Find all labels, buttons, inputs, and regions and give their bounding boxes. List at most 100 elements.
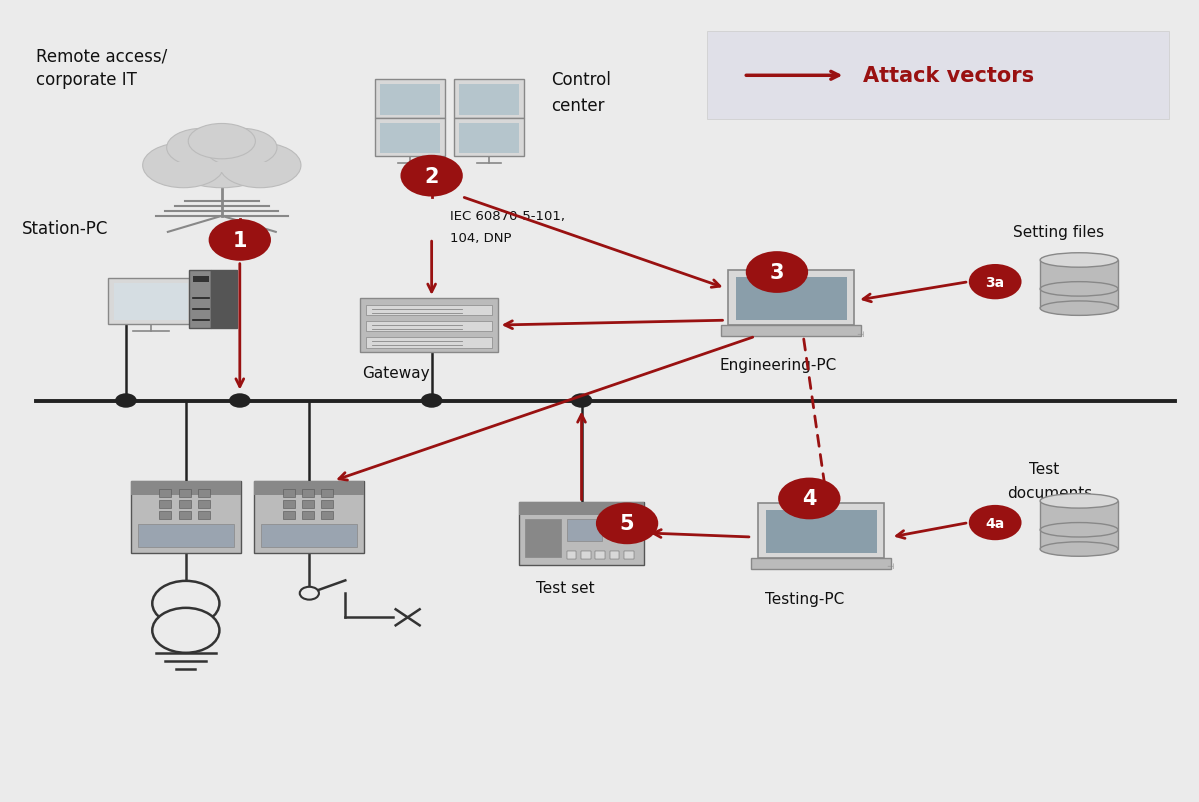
FancyBboxPatch shape — [360, 298, 498, 353]
FancyBboxPatch shape — [366, 322, 492, 332]
Text: Station-PC: Station-PC — [22, 220, 108, 237]
FancyBboxPatch shape — [321, 500, 333, 508]
FancyBboxPatch shape — [114, 284, 188, 321]
Circle shape — [778, 478, 840, 520]
Circle shape — [229, 394, 251, 408]
Circle shape — [746, 252, 808, 294]
FancyBboxPatch shape — [751, 558, 891, 569]
FancyBboxPatch shape — [159, 512, 171, 520]
FancyBboxPatch shape — [179, 500, 191, 508]
FancyBboxPatch shape — [302, 512, 314, 520]
Text: Testing-PC: Testing-PC — [765, 592, 844, 606]
Text: Control: Control — [552, 71, 611, 89]
Text: Remote access/: Remote access/ — [36, 47, 167, 65]
FancyBboxPatch shape — [375, 119, 445, 157]
FancyBboxPatch shape — [283, 489, 295, 497]
FancyBboxPatch shape — [459, 85, 519, 115]
FancyBboxPatch shape — [179, 512, 191, 520]
Text: Engineering-PC: Engineering-PC — [719, 358, 837, 372]
Ellipse shape — [143, 144, 224, 188]
Circle shape — [596, 503, 658, 545]
FancyBboxPatch shape — [721, 326, 861, 337]
Text: ⊣: ⊣ — [886, 561, 894, 571]
Circle shape — [209, 220, 271, 261]
FancyBboxPatch shape — [623, 551, 633, 559]
Text: 5: 5 — [620, 514, 634, 533]
FancyBboxPatch shape — [162, 163, 282, 172]
FancyBboxPatch shape — [518, 503, 644, 565]
FancyBboxPatch shape — [380, 85, 440, 115]
Circle shape — [571, 394, 592, 408]
FancyBboxPatch shape — [302, 500, 314, 508]
FancyBboxPatch shape — [198, 500, 210, 508]
Text: 3: 3 — [770, 263, 784, 282]
Ellipse shape — [1040, 494, 1117, 508]
Ellipse shape — [205, 129, 277, 168]
Text: 2: 2 — [424, 167, 439, 186]
Text: Gateway: Gateway — [362, 366, 429, 380]
Ellipse shape — [219, 144, 301, 188]
FancyBboxPatch shape — [375, 80, 445, 119]
FancyBboxPatch shape — [321, 512, 333, 520]
FancyBboxPatch shape — [131, 481, 241, 553]
Ellipse shape — [1040, 302, 1117, 316]
FancyBboxPatch shape — [518, 503, 644, 516]
FancyBboxPatch shape — [454, 80, 524, 119]
Circle shape — [115, 394, 137, 408]
FancyBboxPatch shape — [758, 504, 884, 558]
FancyBboxPatch shape — [566, 519, 602, 541]
Ellipse shape — [1040, 542, 1117, 557]
Text: documents: documents — [1007, 486, 1092, 500]
FancyBboxPatch shape — [302, 489, 314, 497]
Text: Test set: Test set — [536, 581, 595, 595]
FancyBboxPatch shape — [580, 551, 590, 559]
FancyBboxPatch shape — [566, 551, 576, 559]
Circle shape — [969, 265, 1022, 300]
Circle shape — [152, 581, 219, 626]
FancyBboxPatch shape — [159, 489, 171, 497]
FancyBboxPatch shape — [609, 551, 619, 559]
FancyBboxPatch shape — [138, 525, 234, 547]
FancyBboxPatch shape — [108, 278, 194, 325]
Circle shape — [969, 505, 1022, 541]
FancyBboxPatch shape — [189, 271, 211, 329]
Text: Attack vectors: Attack vectors — [863, 67, 1035, 86]
FancyBboxPatch shape — [198, 489, 210, 497]
FancyBboxPatch shape — [131, 481, 241, 496]
Text: center: center — [552, 97, 605, 115]
Text: ⊣: ⊣ — [856, 329, 864, 338]
FancyBboxPatch shape — [321, 489, 333, 497]
Text: 1: 1 — [233, 231, 247, 250]
FancyBboxPatch shape — [380, 124, 440, 154]
Text: 3a: 3a — [986, 275, 1005, 290]
FancyBboxPatch shape — [283, 512, 295, 520]
FancyBboxPatch shape — [179, 489, 191, 497]
Text: Setting files: Setting files — [1013, 225, 1104, 240]
FancyBboxPatch shape — [765, 510, 876, 553]
FancyBboxPatch shape — [198, 512, 210, 520]
FancyBboxPatch shape — [454, 119, 524, 157]
Circle shape — [300, 587, 319, 600]
Text: Test: Test — [1029, 462, 1059, 476]
FancyBboxPatch shape — [159, 500, 171, 508]
FancyBboxPatch shape — [735, 277, 846, 321]
Ellipse shape — [164, 128, 279, 188]
Ellipse shape — [1040, 253, 1117, 268]
FancyBboxPatch shape — [283, 500, 295, 508]
FancyBboxPatch shape — [707, 32, 1169, 120]
Ellipse shape — [188, 124, 255, 160]
Circle shape — [152, 608, 219, 653]
FancyBboxPatch shape — [1040, 261, 1117, 309]
Circle shape — [421, 394, 442, 408]
Ellipse shape — [167, 129, 239, 168]
Text: IEC 60870-5-101,: IEC 60870-5-101, — [450, 210, 565, 223]
FancyBboxPatch shape — [366, 338, 492, 348]
FancyBboxPatch shape — [261, 525, 357, 547]
FancyBboxPatch shape — [254, 481, 364, 553]
FancyBboxPatch shape — [366, 306, 492, 316]
Text: 4a: 4a — [986, 516, 1005, 530]
FancyBboxPatch shape — [728, 271, 854, 326]
FancyBboxPatch shape — [595, 551, 604, 559]
FancyBboxPatch shape — [524, 519, 560, 557]
FancyBboxPatch shape — [193, 277, 209, 283]
